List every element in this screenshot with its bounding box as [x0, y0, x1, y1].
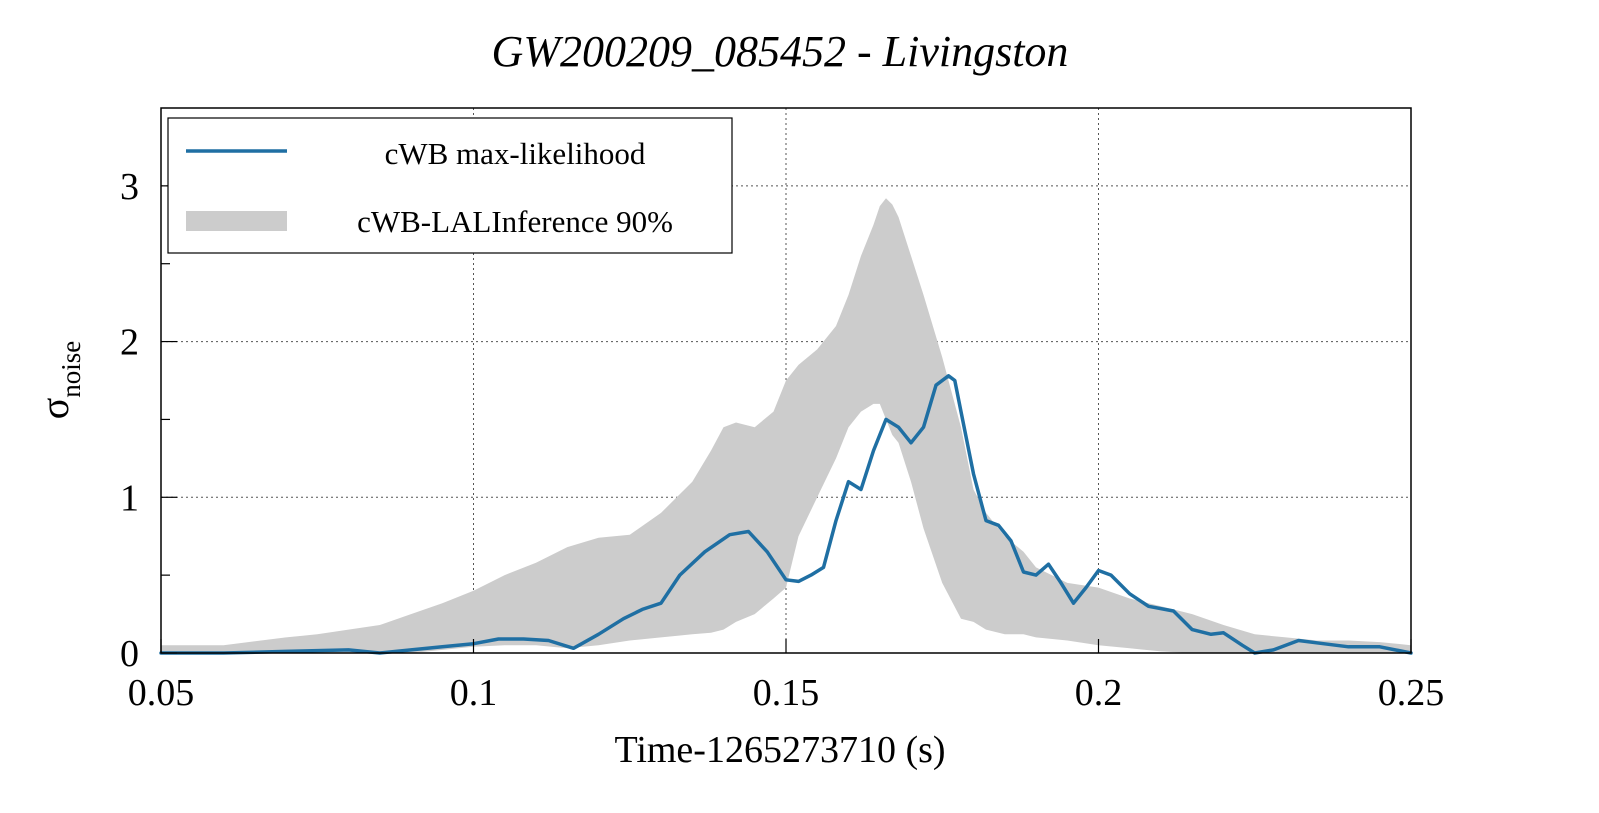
x-tick-label: 0.1 — [450, 672, 498, 714]
max-likelihood-polyline — [159, 374, 1413, 655]
band-area — [161, 198, 1411, 654]
axis-tick-labels: 0.05 0.1 0.15 0.2 0.25 0 1 2 3 — [120, 166, 1444, 714]
x-tick-label: 0.2 — [1075, 672, 1123, 714]
x-tick-label: 0.15 — [753, 672, 820, 714]
x-tick-label: 0.05 — [128, 672, 195, 714]
legend: cWB max-likelihood cWB-LALInference 90% — [167, 117, 733, 254]
y-tick-label: 2 — [120, 322, 139, 364]
y-axis-label-base: σ — [32, 398, 77, 420]
legend-band-swatch — [186, 211, 287, 231]
confidence-band — [161, 198, 1411, 654]
legend-label-max-likelihood: cWB max-likelihood — [385, 136, 646, 171]
chart-title: GW200209_085452 - Livingston — [492, 27, 1069, 76]
y-tick-label: 1 — [120, 477, 139, 519]
max-likelihood-line — [159, 374, 1413, 655]
y-axis-label-subscript: noise — [56, 341, 86, 398]
y-axis-label: σnoise — [32, 341, 86, 420]
x-axis-label: Time-1265273710 (s) — [614, 729, 945, 771]
legend-label-band: cWB-LALInference 90% — [357, 204, 673, 239]
y-tick-label: 0 — [120, 633, 139, 675]
x-tick-label: 0.25 — [1378, 672, 1445, 714]
y-tick-label: 3 — [120, 166, 139, 208]
